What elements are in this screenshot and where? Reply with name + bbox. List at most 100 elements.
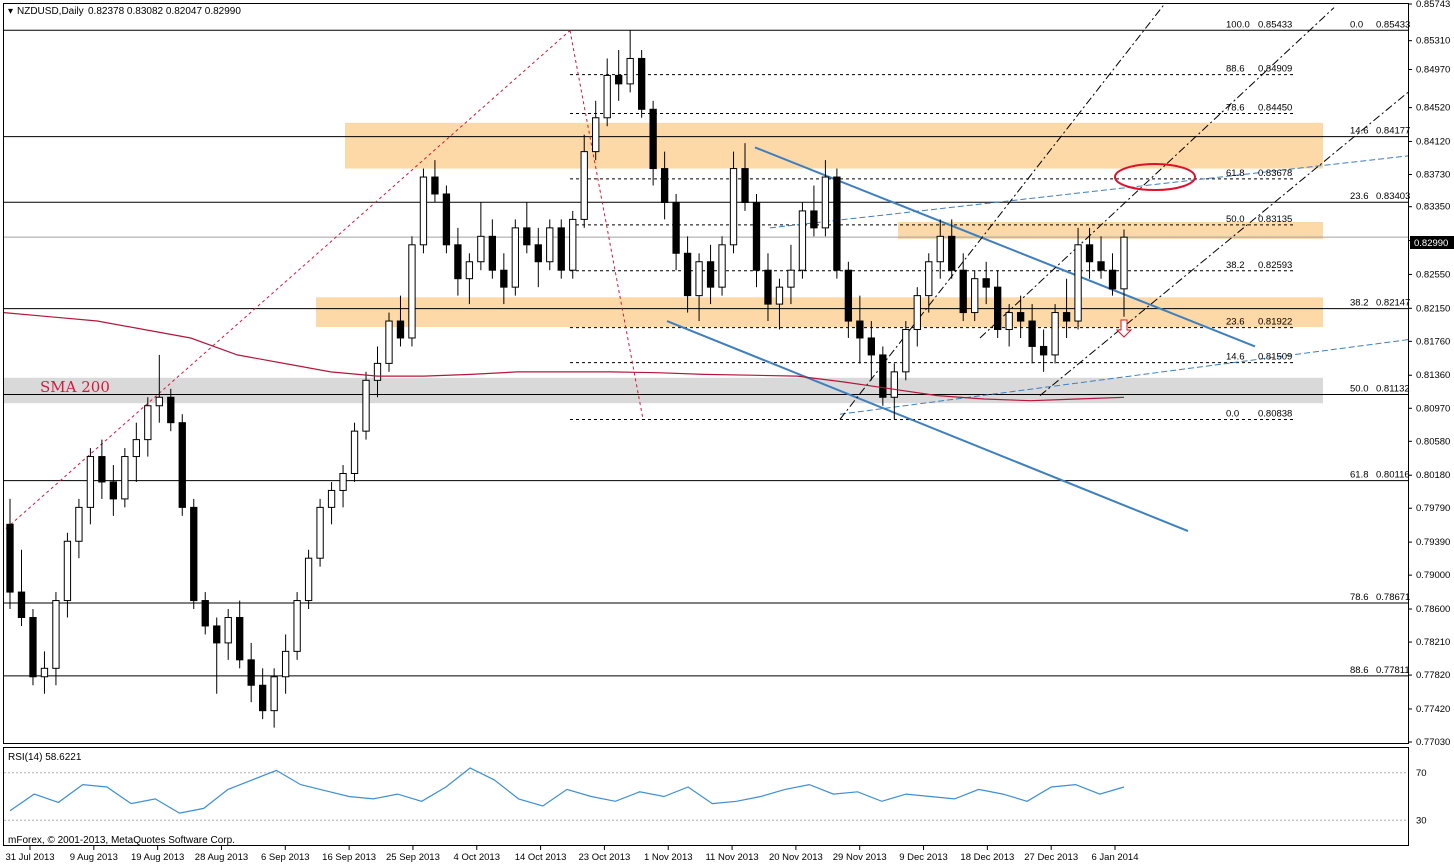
candle-body-65: [752, 201, 761, 271]
candle-body-54: [626, 57, 634, 85]
y-label-17: 0.79000: [1416, 570, 1450, 581]
candle-body-52: [603, 74, 611, 119]
candle-body-26: [304, 557, 313, 602]
x-label-5: 16 Sep 2013: [322, 852, 376, 863]
pitchfork-mid: [979, 7, 1335, 339]
candle-body-66: [764, 269, 772, 305]
fib-right-level-1: 14.6: [1350, 126, 1369, 137]
candle-body-44: [511, 227, 519, 288]
fib-mid-price-6: 0.81922: [1258, 317, 1292, 328]
candle-body-90: [1039, 345, 1048, 356]
y-label-0: 0.85743: [1416, 0, 1450, 10]
candles-layer: [6, 30, 1128, 728]
current-price-tag: [1410, 236, 1454, 249]
candle-body-2: [29, 616, 37, 678]
candle-body-18: [213, 625, 221, 644]
candle-body-30: [350, 430, 359, 474]
candle-body-68: [787, 269, 795, 288]
fib-right-level-7: 88.6: [1350, 665, 1369, 676]
candle-body-96: [1108, 269, 1117, 290]
y-label-8: 0.82550: [1416, 269, 1450, 280]
y-label-19: 0.78210: [1416, 637, 1450, 648]
fib-right-level-3: 38.2: [1350, 298, 1369, 309]
candle-body-42: [488, 235, 497, 271]
candle-body-25: [293, 600, 301, 652]
candle-body-40: [465, 261, 474, 280]
target-ellipse: [1114, 163, 1196, 192]
candle-body-27: [316, 506, 324, 559]
candle-body-78: [902, 329, 910, 373]
y-label-22: 0.77030: [1416, 737, 1450, 748]
time-axis: 31 Jul 2013 9 Aug 2013 19 Aug 2013 28 Aug 2…: [5, 846, 1139, 863]
fib-mid-level-0: 100.0: [1226, 19, 1250, 30]
candle-body-71: [821, 176, 830, 229]
candle-body-3: [40, 667, 49, 678]
candle-body-64: [741, 168, 749, 203]
zone-3: [4, 377, 1323, 404]
y-label-2: 0.84970: [1416, 64, 1450, 75]
candle-body-84: [971, 278, 979, 314]
candle-body-57: [660, 168, 669, 203]
candle-body-4: [52, 600, 60, 669]
zone-1: [898, 221, 1323, 239]
candle-body-14: [167, 396, 175, 424]
copyright-label: mForex, © 2001-2013, MetaQuotes Software…: [8, 835, 235, 846]
y-label-16: 0.79390: [1416, 537, 1450, 548]
candle-body-49: [569, 218, 577, 271]
fib-right-price-6: 0.78671: [1376, 592, 1410, 603]
x-label-3: 28 Aug 2013: [195, 852, 248, 863]
dashed-blue-upper: [769, 155, 1409, 229]
fib-mid-level-1: 88.6: [1226, 64, 1245, 75]
fib-right-price-1: 0.84177: [1376, 126, 1410, 137]
symbol-label: NZDUSD,Daily: [17, 6, 84, 17]
candle-body-43: [500, 269, 508, 288]
candle-body-31: [362, 379, 370, 432]
candle-body-97: [1120, 236, 1128, 290]
candle-body-55: [637, 57, 646, 110]
fib-mid-price-5: 0.82593: [1258, 260, 1292, 271]
candle-body-77: [890, 371, 898, 398]
candle-body-32: [373, 362, 382, 381]
candle-body-7: [86, 456, 95, 508]
candle-body-1: [17, 591, 26, 618]
y-label-12: 0.80970: [1416, 403, 1450, 414]
candle-body-10: [121, 456, 129, 500]
candle-body-28: [327, 489, 336, 508]
x-label-6: 25 Sep 2013: [386, 852, 440, 863]
candle-body-0: [6, 523, 14, 593]
sma-label: SMA 200: [40, 378, 110, 396]
candle-body-80: [925, 261, 933, 297]
fib-mid-level-7: 14.6: [1226, 352, 1245, 363]
fib-mid-level-6: 23.6: [1226, 317, 1245, 328]
fib-mid-level-5: 38.2: [1226, 260, 1245, 271]
fib-right-price-3: 0.82147: [1376, 298, 1410, 309]
candle-body-47: [546, 227, 554, 263]
candle-body-20: [236, 616, 244, 661]
y-label-15: 0.79790: [1416, 503, 1450, 514]
fib-right-level-5: 61.8: [1350, 470, 1369, 481]
candle-body-23: [270, 676, 278, 712]
x-label-15: 18 Dec 2013: [960, 852, 1014, 863]
y-label-1: 0.85310: [1416, 36, 1450, 47]
fib-right-level-6: 78.6: [1350, 592, 1369, 603]
candle-body-72: [833, 176, 841, 271]
candle-body-21: [247, 659, 255, 686]
y-label-3: 0.84520: [1416, 103, 1450, 114]
header-triangle: ▾: [8, 6, 13, 17]
current-price-value: 0.82990: [1414, 238, 1448, 249]
candle-body-58: [672, 201, 680, 254]
fib-mid-price-1: 0.84909: [1258, 64, 1292, 75]
zone-0: [345, 122, 1323, 169]
candle-body-38: [442, 193, 451, 246]
rsi-label: RSI(14) 58.6221: [8, 752, 82, 763]
fib-right-price-5: 0.80116: [1376, 470, 1410, 481]
fib-mid-level-8: 0.0: [1226, 408, 1239, 419]
x-label-16: 27 Dec 2013: [1024, 852, 1078, 863]
up-arrow-marker: [1115, 319, 1133, 338]
candle-body-45: [523, 227, 531, 246]
fib-right-level-4: 50.0: [1350, 384, 1369, 395]
candle-body-61: [706, 261, 715, 288]
candle-body-59: [683, 252, 692, 297]
sma200-line: [3, 312, 1125, 402]
